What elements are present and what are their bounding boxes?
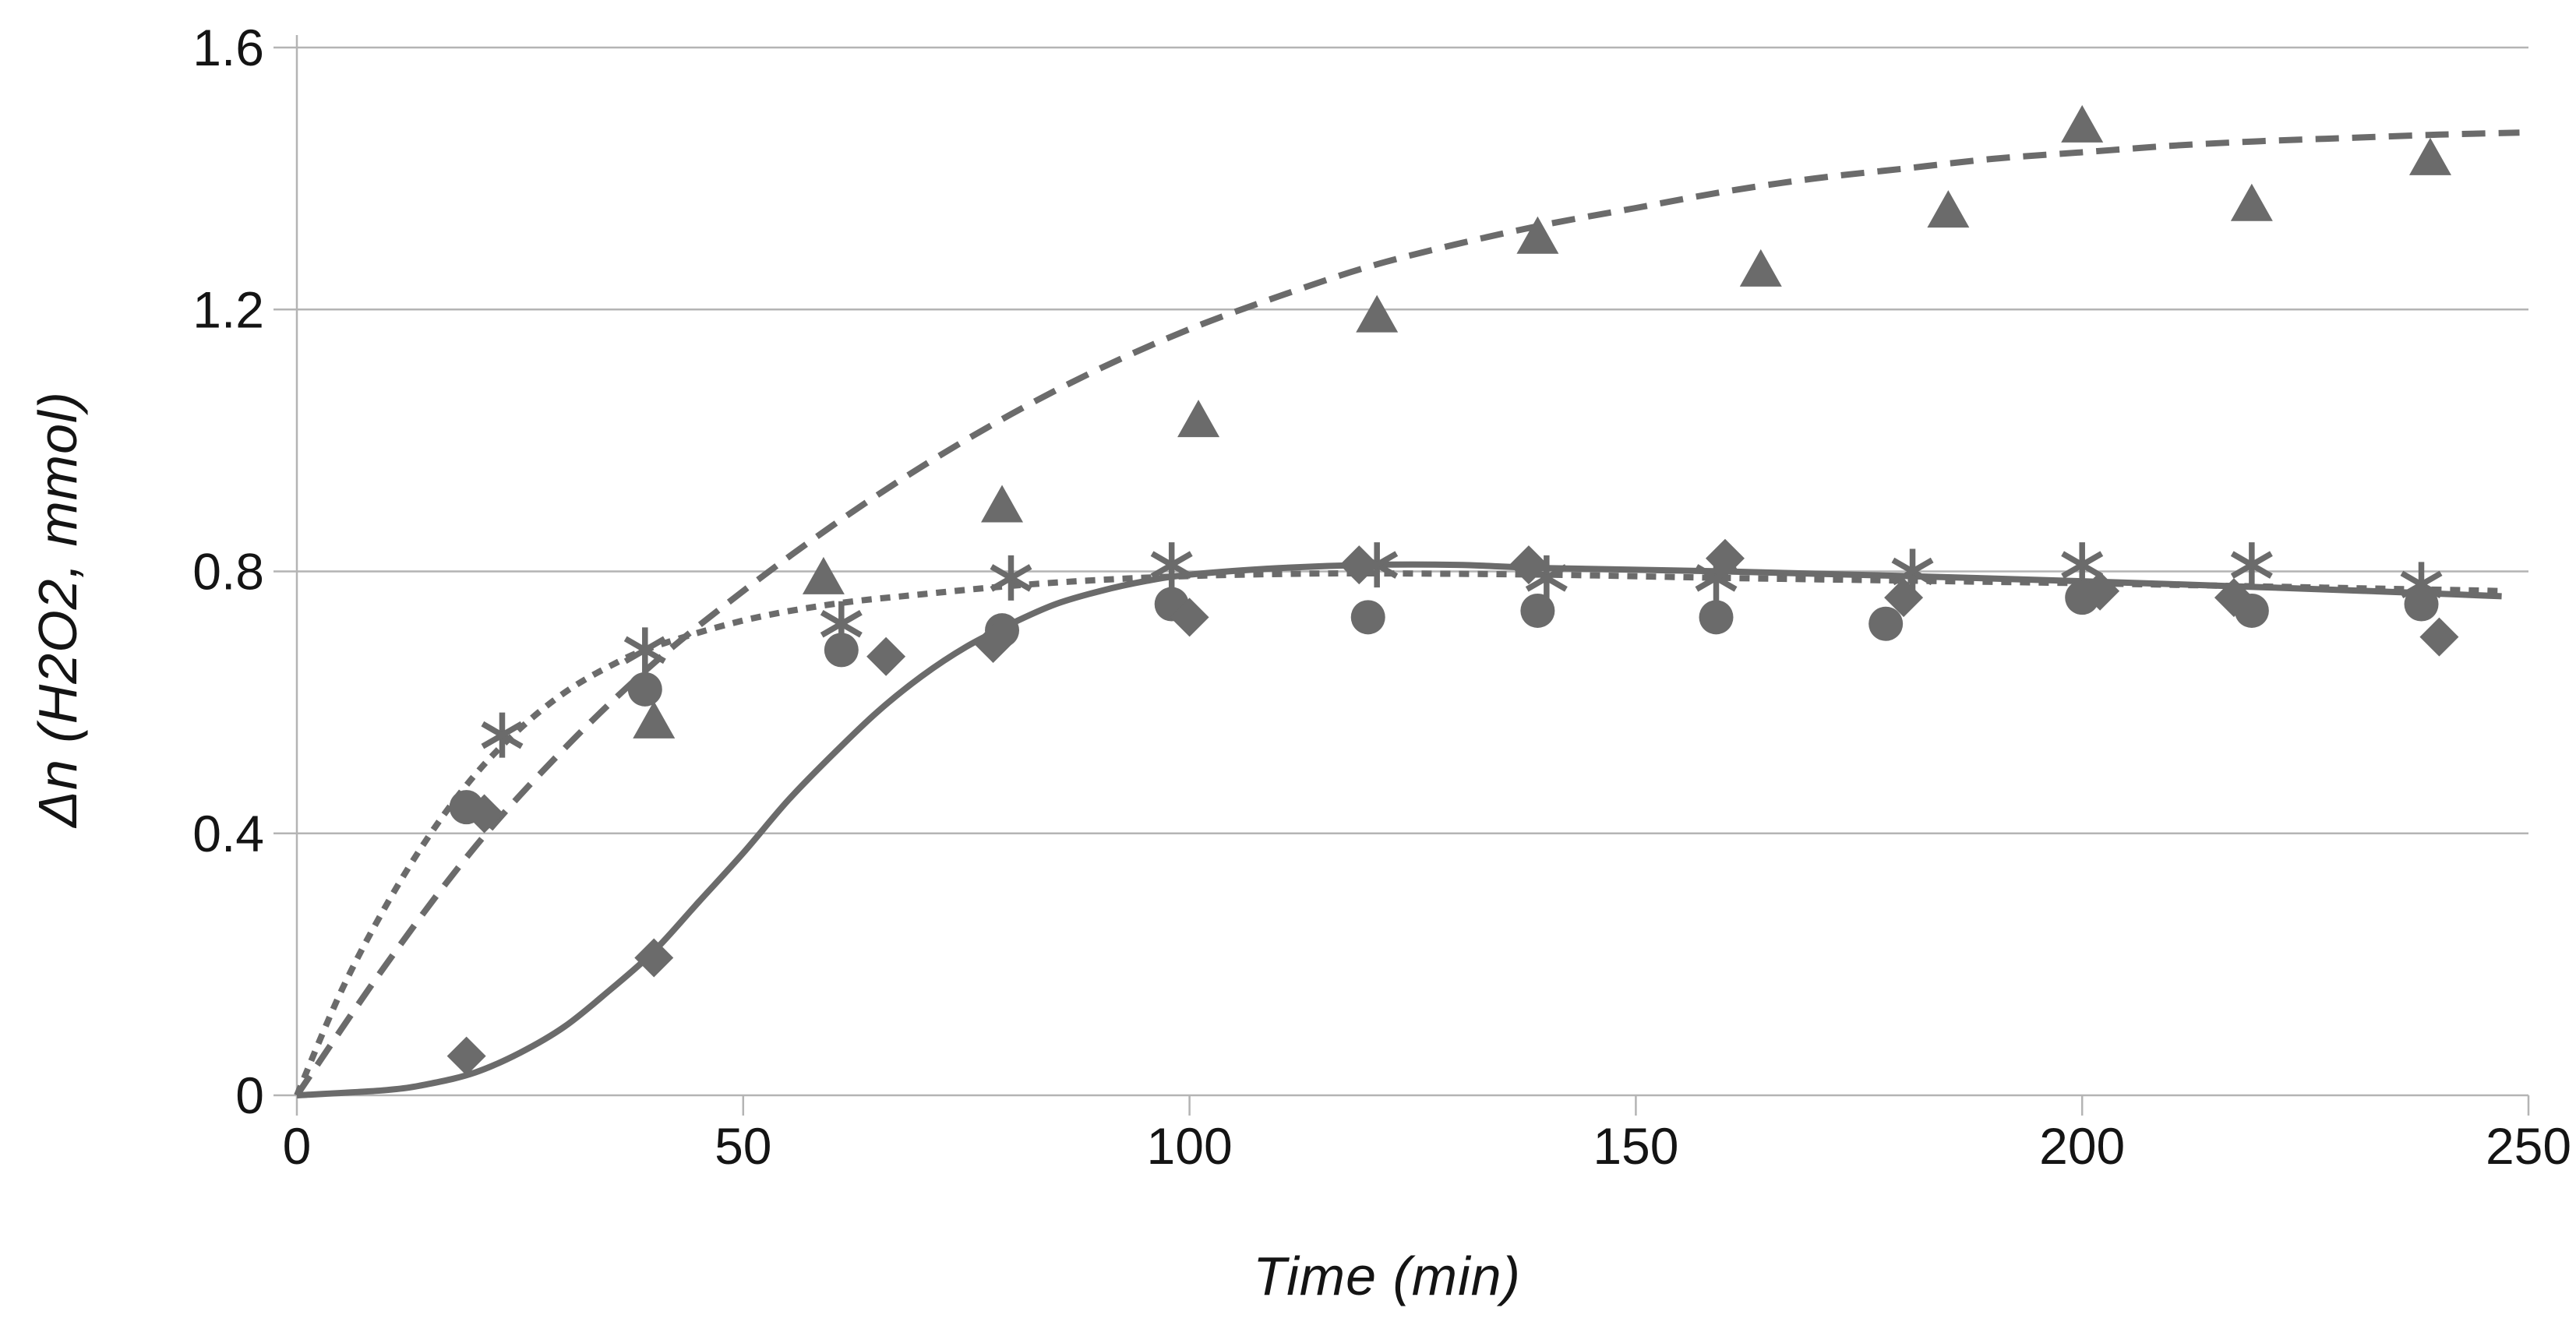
asterisk-marker [1891,548,1934,594]
triangle-marker [1356,294,1399,333]
diamond-fit-curve [296,561,2502,1098]
circle-marker [1350,600,1385,635]
circle-marker [824,633,859,668]
triangle-marker [1516,216,1559,254]
diamond-marker [973,623,1013,663]
x-tick-label: 200 [2039,1117,2125,1175]
diamond-marker [2419,617,2459,657]
circle-marker [627,672,662,707]
asterisk-spoke [2400,570,2443,599]
triangle-marker [802,556,845,594]
asterisk-spoke [1525,564,1568,592]
diamond-marker [1339,545,1379,585]
asterisk-spoke [1891,557,1934,586]
asterisk-marker [623,627,666,673]
triangle-fit-curve [294,129,2520,1098]
x-tick-label: 0 [283,1117,312,1175]
y-tick-label: 0.8 [192,543,264,601]
x-axis-title: Time (min) [1253,1246,1521,1306]
x-tick-label: 250 [2486,1117,2571,1175]
triangle-marker [1739,249,1782,287]
asterisk-spoke [2230,551,2273,579]
triangle-marker [1177,400,1220,438]
diamond-marker [1170,598,1209,637]
triangle-marker [2061,104,2104,143]
y-tick-label: 1.2 [192,280,264,338]
asterisk-marker [2230,542,2273,588]
circle-marker [1868,606,1904,641]
circle-marker [2404,587,2439,622]
asterisk-spoke [481,721,524,749]
asterisk-spoke [990,564,1032,592]
asterisk-spoke [1150,551,1193,579]
asterisk-marker [1150,542,1193,588]
diamond-marker [2214,578,2253,618]
x-tick-label: 100 [1147,1117,1233,1175]
asterisk-spoke [820,610,863,638]
diamond-marker [1884,578,1924,618]
asterisk-marker [2061,542,2104,588]
circle-marker [1699,600,1734,635]
diamond-marker [1509,545,1548,585]
diamond-marker [634,938,674,978]
diamond-marker [2080,571,2120,611]
y-tick-label: 0.4 [192,805,264,862]
circle-marker [1520,593,1555,628]
triangle-marker [2408,137,2451,175]
x-tick-label: 50 [715,1117,771,1175]
diamond-marker [1705,538,1745,578]
asterisk-marker [481,712,524,758]
y-tick-label: 1.6 [192,19,264,76]
triangle-marker [633,700,676,739]
x-tick-label: 150 [1593,1117,1678,1175]
asterisk-spoke [2061,551,2104,579]
asterisk-marker [990,555,1032,601]
asterisk-spoke [623,636,666,665]
diamond-marker [866,636,906,676]
triangle-marker [2230,183,2273,221]
diamond-marker [446,1036,486,1076]
diamond-marker [464,794,504,834]
y-tick-label: 0 [235,1066,264,1124]
triangle-marker [981,485,1024,523]
triangle-marker [1927,190,1970,228]
y-axis-title: Δn (H2O2, mmol) [27,391,88,827]
